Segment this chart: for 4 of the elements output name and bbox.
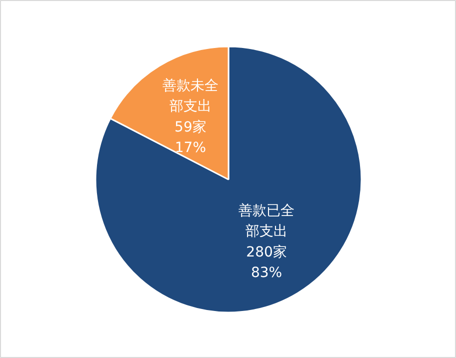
slice-label: 善款已全部支出	[238, 202, 295, 240]
data-label: 59家 17%	[174, 119, 206, 156]
data-label: 280家 83%	[246, 244, 287, 282]
slice-label: 善款未全部支出	[162, 76, 218, 115]
